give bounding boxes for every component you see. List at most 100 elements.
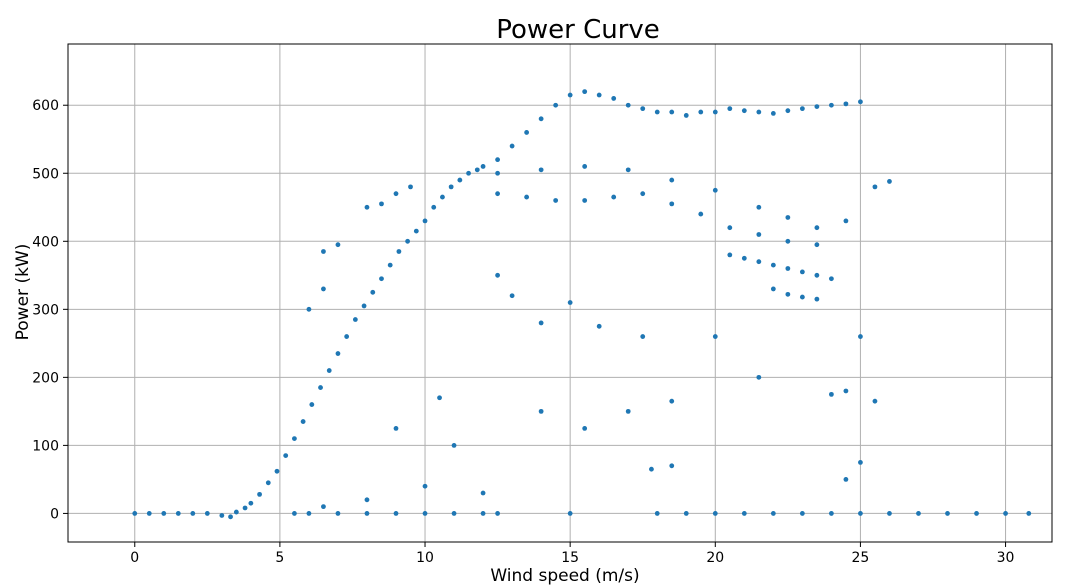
data-point xyxy=(379,201,384,207)
data-point xyxy=(440,194,445,200)
data-point xyxy=(698,211,704,217)
data-point xyxy=(480,490,486,496)
data-point xyxy=(669,177,675,183)
data-point xyxy=(480,164,486,169)
data-point xyxy=(553,102,559,108)
data-point xyxy=(567,511,573,516)
data-point xyxy=(872,398,878,404)
data-point xyxy=(858,334,863,339)
data-point xyxy=(335,242,341,248)
data-point xyxy=(1003,511,1008,516)
data-point xyxy=(393,511,399,516)
data-point xyxy=(242,505,248,511)
data-point xyxy=(405,238,411,244)
data-point xyxy=(509,293,515,299)
data-point xyxy=(422,218,428,224)
data-point xyxy=(756,204,762,210)
data-point xyxy=(175,511,181,516)
data-point xyxy=(283,453,289,458)
data-point xyxy=(233,509,239,515)
x-tick-label: 15 xyxy=(561,550,579,566)
data-point xyxy=(422,511,428,516)
data-point xyxy=(756,109,762,115)
data-point xyxy=(625,167,631,173)
data-point xyxy=(727,106,733,112)
data-point xyxy=(785,266,791,271)
data-point xyxy=(431,204,437,210)
grid xyxy=(68,44,1052,542)
data-point xyxy=(413,228,419,234)
data-point xyxy=(335,511,341,516)
x-tick-label: 10 xyxy=(416,550,434,566)
data-point xyxy=(756,374,762,380)
data-point xyxy=(509,143,515,149)
data-point xyxy=(858,99,863,105)
data-point xyxy=(567,92,573,98)
data-point xyxy=(916,511,921,516)
data-point xyxy=(364,497,370,503)
data-point xyxy=(364,204,370,210)
data-point xyxy=(146,511,152,516)
data-point xyxy=(321,504,326,510)
data-point xyxy=(649,466,654,472)
data-point xyxy=(640,106,646,112)
data-point xyxy=(843,218,849,224)
data-point xyxy=(741,511,747,516)
data-point xyxy=(466,170,471,176)
data-point xyxy=(219,513,225,518)
data-point xyxy=(770,511,776,516)
data-point xyxy=(611,194,617,200)
y-axis-label: Power (kW) xyxy=(13,244,33,341)
data-point xyxy=(727,252,733,258)
data-point xyxy=(161,511,167,516)
x-axis-ticks: 0 5 10 15 20 25 30 xyxy=(130,542,1014,566)
x-tick-label: 30 xyxy=(997,550,1015,566)
data-point xyxy=(712,109,718,115)
data-point xyxy=(265,480,271,486)
data-point xyxy=(799,511,805,516)
data-point xyxy=(799,269,805,275)
y-tick-label: 200 xyxy=(32,370,59,386)
chart-title: Power Curve xyxy=(496,15,660,45)
data-point xyxy=(654,511,660,516)
data-point xyxy=(974,511,979,516)
data-point xyxy=(344,334,350,339)
data-point xyxy=(396,249,402,254)
y-tick-label: 100 xyxy=(32,438,59,454)
data-point xyxy=(538,408,544,414)
data-point xyxy=(843,477,849,482)
data-point xyxy=(437,395,442,401)
data-point xyxy=(640,334,646,339)
data-point xyxy=(858,460,863,465)
data-point xyxy=(683,113,689,118)
data-point xyxy=(785,291,791,297)
data-point xyxy=(814,225,820,231)
data-point xyxy=(814,242,820,248)
data-point xyxy=(248,500,254,506)
data-point xyxy=(393,191,399,197)
data-point xyxy=(379,276,384,282)
x-tick-label: 20 xyxy=(706,550,724,566)
data-point xyxy=(538,320,544,326)
data-point xyxy=(582,164,588,169)
data-point xyxy=(361,303,367,309)
data-point xyxy=(872,184,878,190)
data-point xyxy=(727,225,733,231)
data-point xyxy=(553,198,559,203)
data-point xyxy=(306,306,312,312)
y-tick-label: 0 xyxy=(50,506,59,522)
data-point xyxy=(683,511,689,516)
data-point xyxy=(669,398,675,404)
data-point xyxy=(828,391,834,397)
data-point xyxy=(474,167,480,173)
y-tick-label: 600 xyxy=(32,98,59,114)
data-point xyxy=(640,191,646,197)
data-point xyxy=(257,491,262,497)
data-point xyxy=(828,511,834,516)
data-point xyxy=(306,511,312,516)
data-point xyxy=(495,511,500,516)
data-point xyxy=(422,483,428,489)
data-point xyxy=(596,92,602,98)
y-tick-label: 500 xyxy=(32,166,59,182)
data-point xyxy=(495,170,500,176)
